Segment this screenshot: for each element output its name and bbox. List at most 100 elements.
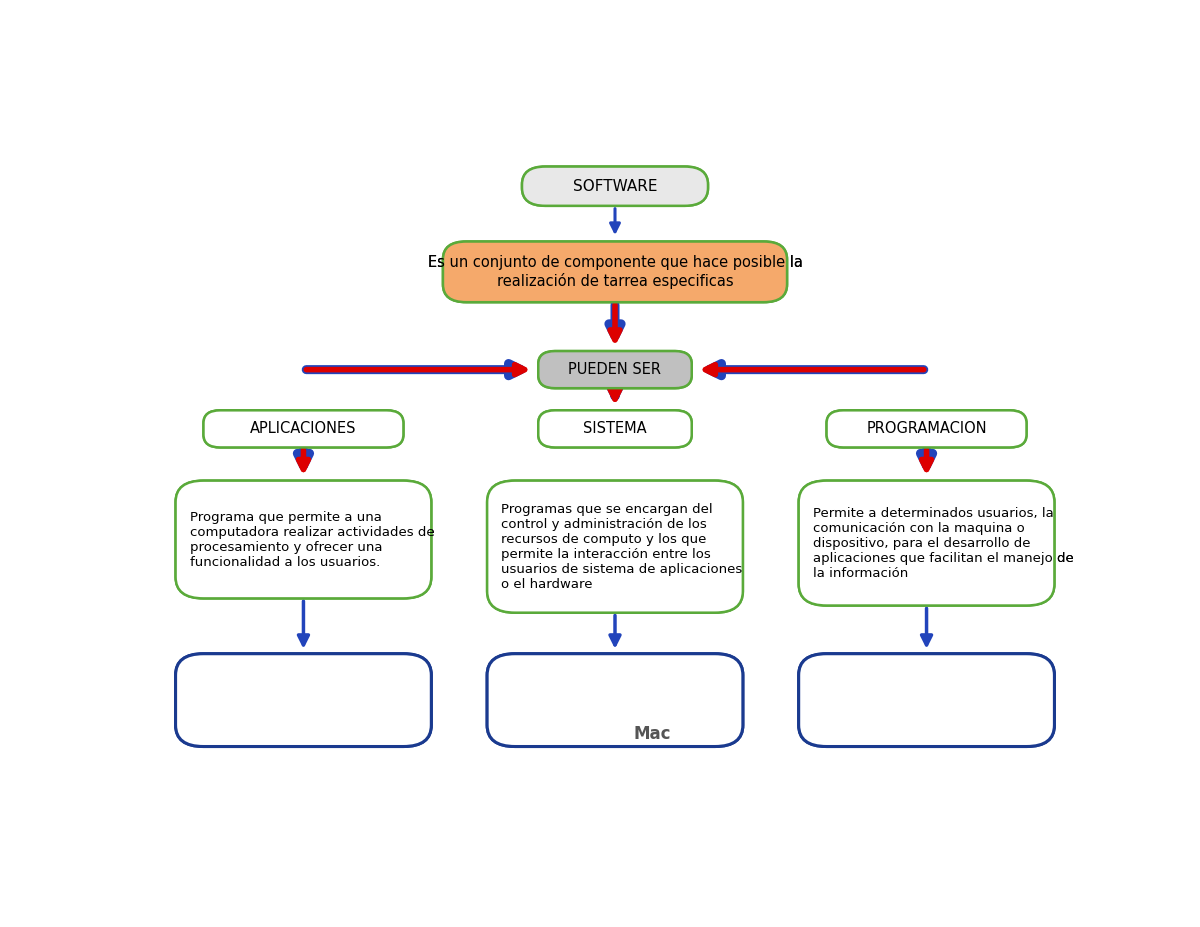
FancyBboxPatch shape (487, 654, 743, 746)
FancyBboxPatch shape (306, 713, 329, 730)
FancyBboxPatch shape (278, 670, 301, 687)
FancyBboxPatch shape (390, 713, 413, 730)
FancyBboxPatch shape (817, 670, 834, 682)
FancyBboxPatch shape (996, 670, 1014, 682)
FancyBboxPatch shape (929, 718, 946, 730)
FancyBboxPatch shape (175, 480, 431, 599)
FancyBboxPatch shape (551, 692, 589, 708)
FancyBboxPatch shape (335, 692, 356, 708)
FancyBboxPatch shape (362, 713, 385, 730)
FancyBboxPatch shape (362, 692, 385, 708)
FancyBboxPatch shape (974, 670, 991, 682)
FancyBboxPatch shape (907, 670, 924, 682)
FancyBboxPatch shape (817, 686, 834, 698)
Text: APLICACIONES: APLICACIONES (251, 422, 356, 437)
FancyBboxPatch shape (335, 692, 356, 708)
FancyBboxPatch shape (222, 713, 245, 730)
FancyBboxPatch shape (595, 713, 635, 730)
Text: Programa que permite a una
computadora realizar actividades de
procesamiento y o: Programa que permite a una computadora r… (190, 511, 434, 568)
Text: Programas que se encargan del
control y administración de los
recursos de comput: Programas que se encargan del control y … (502, 502, 743, 590)
FancyBboxPatch shape (907, 718, 924, 730)
Text: SISTEMA: SISTEMA (583, 422, 647, 437)
FancyBboxPatch shape (974, 718, 991, 730)
FancyBboxPatch shape (685, 670, 725, 687)
FancyBboxPatch shape (595, 692, 635, 708)
FancyBboxPatch shape (175, 480, 431, 599)
FancyBboxPatch shape (996, 670, 1014, 682)
FancyBboxPatch shape (362, 670, 385, 687)
FancyBboxPatch shape (641, 713, 679, 730)
FancyBboxPatch shape (222, 670, 245, 687)
Text: PUEDEN SER: PUEDEN SER (569, 362, 661, 377)
FancyBboxPatch shape (362, 713, 385, 730)
FancyBboxPatch shape (1019, 686, 1036, 698)
FancyBboxPatch shape (251, 692, 272, 708)
Text: APLICACIONES: APLICACIONES (251, 422, 356, 437)
FancyBboxPatch shape (974, 703, 991, 714)
FancyBboxPatch shape (840, 703, 857, 714)
Text: SISTEMA: SISTEMA (583, 422, 647, 437)
FancyBboxPatch shape (175, 654, 431, 746)
FancyBboxPatch shape (996, 718, 1014, 730)
FancyBboxPatch shape (505, 670, 545, 687)
FancyBboxPatch shape (907, 670, 924, 682)
FancyBboxPatch shape (996, 703, 1014, 714)
FancyBboxPatch shape (996, 703, 1014, 714)
FancyBboxPatch shape (390, 713, 413, 730)
FancyBboxPatch shape (840, 703, 857, 714)
FancyBboxPatch shape (390, 692, 413, 708)
FancyBboxPatch shape (1019, 670, 1036, 682)
FancyBboxPatch shape (1019, 703, 1036, 714)
Text: PUEDEN SER: PUEDEN SER (569, 362, 661, 377)
FancyBboxPatch shape (907, 718, 924, 730)
FancyBboxPatch shape (862, 718, 878, 730)
Text: Mac: Mac (634, 725, 671, 743)
FancyBboxPatch shape (1019, 718, 1036, 730)
FancyBboxPatch shape (505, 692, 545, 708)
FancyBboxPatch shape (884, 718, 901, 730)
FancyBboxPatch shape (952, 686, 968, 698)
FancyBboxPatch shape (641, 692, 679, 708)
FancyBboxPatch shape (996, 718, 1014, 730)
FancyBboxPatch shape (952, 718, 968, 730)
FancyBboxPatch shape (505, 713, 545, 730)
FancyBboxPatch shape (278, 692, 301, 708)
FancyBboxPatch shape (817, 703, 834, 714)
FancyBboxPatch shape (278, 713, 301, 730)
FancyBboxPatch shape (996, 686, 1014, 698)
FancyBboxPatch shape (194, 670, 217, 687)
FancyBboxPatch shape (335, 670, 356, 687)
FancyBboxPatch shape (362, 692, 385, 708)
FancyBboxPatch shape (335, 713, 356, 730)
FancyBboxPatch shape (862, 686, 878, 698)
FancyBboxPatch shape (974, 686, 991, 698)
FancyBboxPatch shape (817, 670, 834, 682)
FancyBboxPatch shape (862, 703, 878, 714)
FancyBboxPatch shape (952, 670, 968, 682)
FancyBboxPatch shape (840, 670, 857, 682)
FancyBboxPatch shape (194, 692, 217, 708)
FancyBboxPatch shape (362, 670, 385, 687)
FancyBboxPatch shape (539, 411, 691, 448)
FancyBboxPatch shape (505, 670, 545, 687)
FancyBboxPatch shape (204, 411, 403, 448)
FancyBboxPatch shape (862, 718, 878, 730)
FancyBboxPatch shape (952, 703, 968, 714)
Text: PROGRAMACION: PROGRAMACION (866, 422, 986, 437)
FancyBboxPatch shape (1019, 703, 1036, 714)
FancyBboxPatch shape (335, 670, 356, 687)
FancyBboxPatch shape (595, 692, 635, 708)
FancyBboxPatch shape (907, 686, 924, 698)
FancyBboxPatch shape (251, 670, 272, 687)
Text: Es un conjunto de componente que hace posible la
realización de tarrea especific: Es un conjunto de componente que hace po… (427, 255, 803, 288)
FancyBboxPatch shape (194, 692, 217, 708)
FancyBboxPatch shape (884, 718, 901, 730)
FancyBboxPatch shape (539, 351, 691, 388)
FancyBboxPatch shape (799, 480, 1055, 605)
FancyBboxPatch shape (278, 670, 301, 687)
FancyBboxPatch shape (884, 703, 901, 714)
FancyBboxPatch shape (487, 654, 743, 746)
FancyBboxPatch shape (840, 718, 857, 730)
FancyBboxPatch shape (222, 692, 245, 708)
FancyBboxPatch shape (799, 654, 1055, 746)
